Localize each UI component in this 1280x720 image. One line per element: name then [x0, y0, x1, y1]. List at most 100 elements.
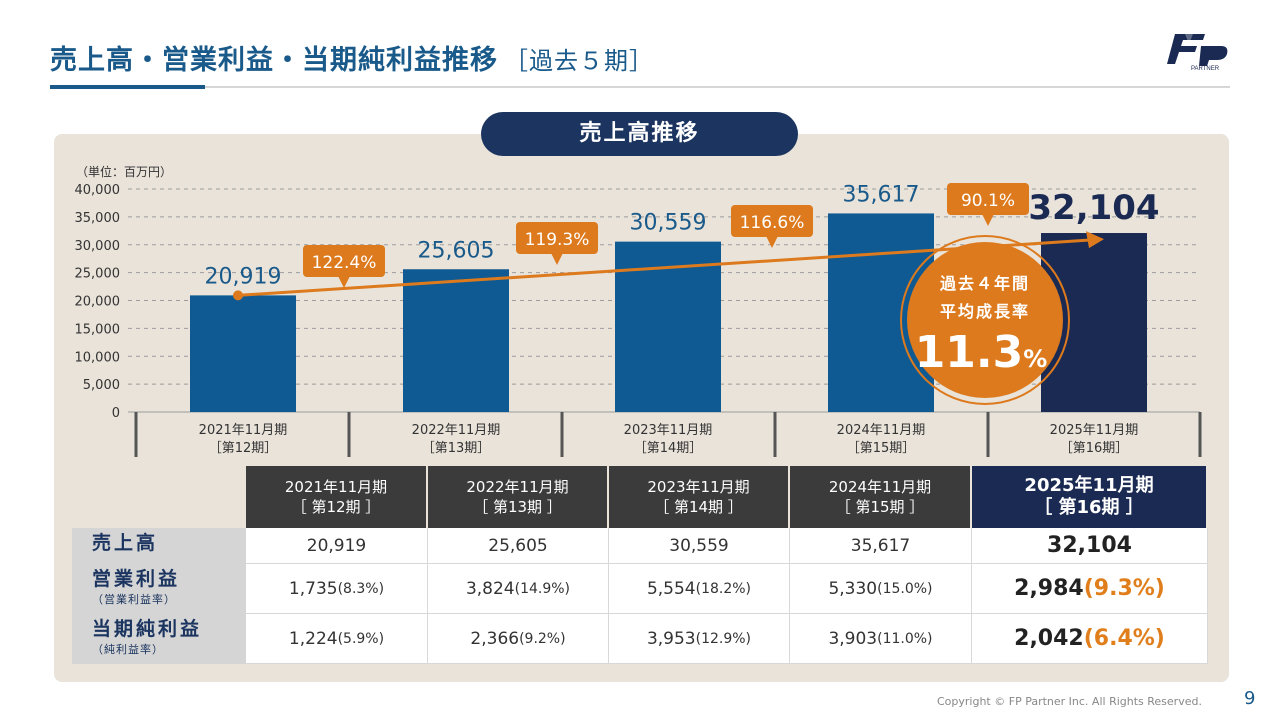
- cagr-line2: 平均成長率: [940, 302, 1030, 321]
- growth-callout-pointer: [338, 276, 350, 288]
- sales-chart: （単位：百万円） 40,000 35,000 30,000 25,000 20,000 15…: [75, 164, 1202, 457]
- category-period: ［第12期］: [209, 441, 278, 456]
- table-header-period: ［ 第12期 ］: [291, 498, 381, 516]
- row-label-text: 営業利益: [92, 568, 181, 590]
- page-title: 売上高・営業利益・当期純利益推移 ［過去５期］: [50, 38, 654, 77]
- cagr-badge: [907, 242, 1063, 398]
- trend-start-dot: [233, 290, 243, 301]
- table-header-cell: 2023年11月期 ［ 第14期 ］: [609, 466, 790, 528]
- bar-value-label: 30,559: [630, 211, 707, 236]
- row-sublabel-text: （営業利益率）: [92, 593, 176, 606]
- table-value-cell: 5,554 (18.2%): [609, 564, 790, 614]
- category-year: 2025年11月期: [1050, 423, 1139, 438]
- cell-value: 30,559: [669, 535, 729, 556]
- cell-ratio: (9.3%): [1083, 576, 1165, 601]
- growth-callout-box: [947, 183, 1029, 215]
- bar-value-label: 25,605: [418, 238, 495, 263]
- cagr-unit: %: [1023, 345, 1047, 373]
- bar-value-label: 20,919: [205, 264, 282, 289]
- chart-labels: 20,919 25,605 30,559 35,617 32,104: [205, 182, 1160, 289]
- cagr-line1: 過去４年間: [939, 274, 1030, 293]
- chart-unit-label: （単位：百万円）: [76, 164, 172, 179]
- row-label-text: 売上高: [92, 532, 159, 554]
- table-header-period: ［ 第15期 ］: [835, 498, 925, 516]
- copyright: Copyright © FP Partner Inc. All Rights R…: [937, 695, 1202, 708]
- cell-ratio: (9.2%): [519, 630, 566, 647]
- category-period: ［第14期］: [634, 441, 703, 456]
- cell-ratio: (18.2%): [695, 580, 752, 597]
- category-period: ［第15期］: [847, 441, 916, 456]
- y-tick-label: 20,000: [75, 295, 121, 310]
- cell-ratio: (15.0%): [877, 580, 933, 597]
- cell-value: 2,984: [1014, 576, 1084, 601]
- table-value-cell: 2,366 (9.2%): [428, 614, 609, 664]
- growth-callout-pointer: [982, 214, 994, 226]
- table-value-cell: 2,984 (9.3%): [972, 564, 1208, 614]
- growth-rate-label: 122.4%: [312, 253, 377, 273]
- cagr-value: 11.3%: [915, 327, 1048, 378]
- trend-line: [237, 238, 1089, 297]
- growth-callout-pointer: [551, 253, 563, 265]
- table-value-cell: 5,330 (15.0%): [790, 564, 972, 614]
- bar-value-label: 35,617: [843, 182, 920, 207]
- trend-arrowhead: [1086, 231, 1104, 249]
- cell-value: 20,919: [306, 535, 367, 556]
- category-period: ［第16期］: [1060, 441, 1129, 456]
- table-value-cell: 3,953 (12.9%): [609, 614, 790, 664]
- table-header-year: 2024年11月期: [828, 478, 932, 496]
- cell-value: 35,617: [850, 535, 911, 556]
- table-header-year: 2021年11月期: [284, 478, 388, 496]
- table-value-cell: 25,605: [428, 528, 609, 564]
- table-row-label: 当期純利益 （純利益率）: [72, 614, 246, 664]
- y-tick-label: 25,000: [75, 267, 121, 282]
- table-header-cell: 2024年11月期 ［ 第15期 ］: [790, 466, 972, 528]
- row-label-text: 当期純利益: [92, 618, 203, 640]
- cell-value: 3,953: [646, 628, 696, 649]
- table-row-label: 売上高: [72, 528, 246, 564]
- cell-ratio: (6.4%): [1083, 626, 1165, 651]
- table-value-cell: 2,042 (6.4%): [972, 614, 1208, 664]
- table-header-year: 2022年11月期: [466, 478, 569, 496]
- y-tick-label: 40,000: [75, 183, 121, 198]
- table-value-cell: 3,903 (11.0%): [790, 614, 972, 664]
- cell-value: 1,224: [288, 628, 338, 649]
- table-value-cell: 1,224 (5.9%): [246, 614, 428, 664]
- y-tick-label: 35,000: [75, 211, 121, 226]
- cagr-outer-ring: [900, 235, 1070, 405]
- table-value-cell: 35,617: [790, 528, 972, 564]
- page-number: 9: [1244, 688, 1256, 709]
- cell-value: 3,903: [828, 628, 878, 649]
- table-header-period: ［ 第13期 ］: [473, 498, 562, 516]
- table-header-period: ［ 第14期 ］: [654, 498, 743, 516]
- cell-value: 2,042: [1014, 626, 1084, 651]
- table-header-cell: 2022年11月期 ［ 第13期 ］: [428, 466, 609, 528]
- cell-value: 1,735: [288, 578, 338, 599]
- cell-value: 25,605: [488, 535, 548, 556]
- growth-callout-box: [516, 222, 598, 254]
- bar: [190, 295, 296, 412]
- y-tick-label: 10,000: [75, 350, 121, 365]
- category-year: 2021年11月期: [199, 423, 288, 438]
- y-tick-label: 15,000: [75, 322, 121, 337]
- table-header-year: 2025年11月期: [1024, 475, 1154, 496]
- bar-value-label: 32,104: [1028, 188, 1159, 228]
- cell-ratio: (5.9%): [337, 630, 385, 647]
- title-divider-accent: [50, 85, 205, 89]
- growth-callout-box: [303, 245, 385, 277]
- y-tick-label: 30,000: [75, 239, 121, 254]
- cell-value: 3,824: [465, 578, 515, 599]
- table-value-cell: 1,735 (8.3%): [246, 564, 428, 614]
- table-value-cell: 32,104: [972, 528, 1208, 564]
- cell-ratio: (8.3%): [337, 580, 385, 597]
- cell-ratio: (14.9%): [514, 580, 571, 597]
- growth-rate-label: 90.1%: [961, 191, 1015, 211]
- table-header-period: ［ 第16期 ］: [1034, 497, 1144, 518]
- cell-ratio: (11.0%): [877, 630, 933, 647]
- category-period: ［第13期］: [422, 441, 491, 456]
- row-sublabel-text: （純利益率）: [92, 643, 164, 656]
- cell-value: 2,366: [470, 628, 520, 649]
- growth-callout-box: [731, 205, 813, 237]
- chart-title-pill: 売上高推移: [481, 112, 798, 156]
- growth-rate-label: 119.3%: [525, 230, 590, 250]
